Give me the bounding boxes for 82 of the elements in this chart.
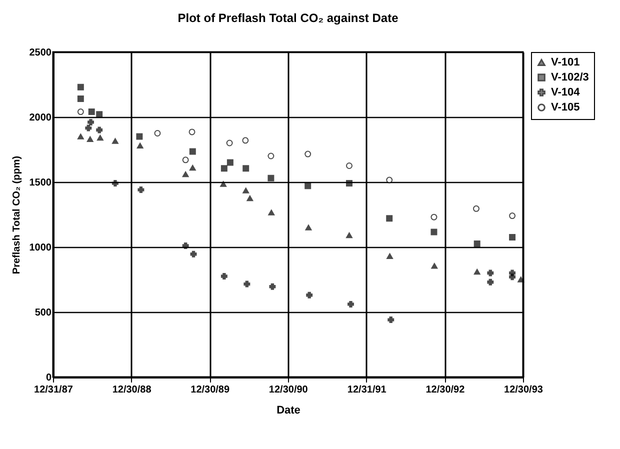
- point: [268, 174, 274, 182]
- point: [86, 136, 94, 142]
- point: [188, 128, 196, 136]
- point: [88, 108, 95, 116]
- y-axis-title: Preflash Total CO₂ (ppm): [11, 156, 22, 274]
- x-tick-label: 12/31/87: [34, 384, 74, 396]
- x-tick-label: 12/30/89: [190, 384, 230, 396]
- y-tick-label: 2500: [29, 48, 52, 58]
- legend-label: V-104: [551, 86, 581, 98]
- point: [189, 164, 196, 171]
- point: [220, 181, 227, 187]
- legend-label: V-101: [551, 56, 580, 68]
- point: [112, 180, 118, 187]
- y-tick-label: 2000: [29, 112, 52, 124]
- point: [474, 240, 480, 247]
- point: [220, 273, 228, 280]
- point: [386, 215, 393, 222]
- chart-title: Plot of Preflash Total CO₂ against Date: [178, 11, 399, 25]
- y-tick-label: 500: [34, 308, 52, 318]
- x-tick-label: 12/30/92: [426, 384, 466, 396]
- point: [386, 176, 393, 184]
- point: [136, 142, 144, 148]
- x-tick-label: 12/30/88: [112, 384, 152, 396]
- point: [244, 280, 250, 288]
- point: [487, 270, 494, 276]
- x-tick-label: 12/30/93: [504, 384, 544, 396]
- legend-label: V-105: [551, 102, 580, 114]
- point: [220, 165, 228, 172]
- point: [509, 234, 516, 240]
- point: [487, 278, 494, 286]
- point: [242, 137, 249, 144]
- point: [226, 159, 234, 166]
- point: [431, 262, 438, 269]
- point: [154, 130, 161, 136]
- point: [136, 133, 143, 140]
- point: [305, 224, 312, 230]
- point: [96, 134, 104, 141]
- point: [346, 162, 352, 169]
- point: [182, 242, 189, 249]
- point: [348, 300, 354, 308]
- point: [112, 138, 118, 144]
- point: [226, 140, 233, 146]
- legend-label: V-102/3: [551, 72, 589, 84]
- point: [474, 268, 480, 275]
- point: [77, 84, 84, 90]
- point: [268, 210, 275, 216]
- point: [88, 118, 94, 126]
- point: [386, 253, 394, 259]
- point: [346, 232, 352, 238]
- point: [430, 214, 438, 220]
- point: [242, 165, 250, 172]
- point: [388, 316, 394, 324]
- point: [77, 108, 84, 116]
- point: [509, 212, 516, 220]
- point: [138, 186, 144, 194]
- x-tick-label: 12/31/91: [347, 384, 387, 396]
- point: [430, 228, 438, 236]
- point: [190, 250, 197, 258]
- point: [304, 150, 312, 158]
- x-axis-title: Date: [276, 404, 300, 416]
- point: [85, 124, 92, 132]
- point: [96, 111, 103, 118]
- point: [509, 274, 516, 280]
- point: [96, 126, 103, 134]
- point: [189, 148, 196, 155]
- point: [269, 283, 276, 290]
- y-tick-label: 0: [46, 372, 52, 384]
- x-tick-label: 12/30/90: [268, 384, 308, 396]
- point: [268, 152, 274, 160]
- point: [77, 134, 84, 140]
- y-tick-label: 1000: [29, 242, 52, 254]
- point: [472, 205, 480, 212]
- point: [242, 188, 250, 194]
- point: [246, 195, 254, 202]
- point: [306, 292, 313, 298]
- point: [518, 276, 524, 282]
- point: [77, 96, 84, 102]
- point: [346, 180, 352, 187]
- y-tick-label: 1500: [29, 178, 52, 188]
- point: [304, 182, 312, 190]
- point: [182, 156, 189, 164]
- point: [182, 171, 189, 178]
